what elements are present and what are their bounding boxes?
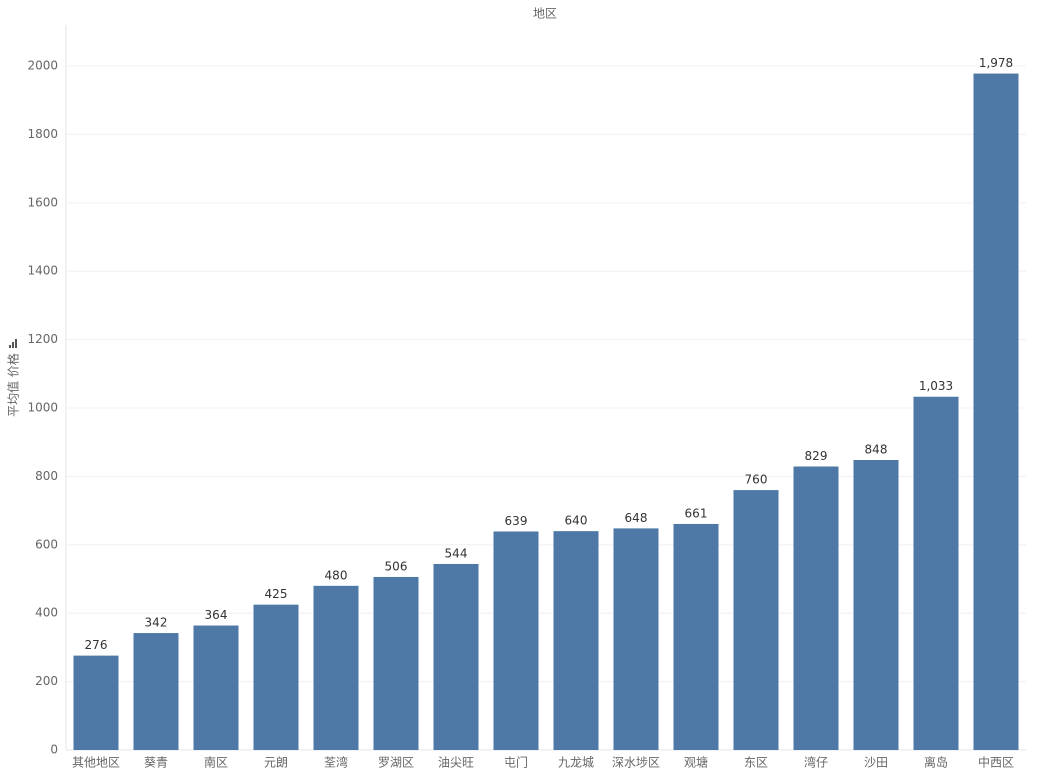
- value-label: 506: [385, 559, 408, 573]
- bar: [733, 490, 779, 750]
- x-tick-label: 罗湖区: [378, 755, 414, 770]
- x-tick-label: 屯门: [504, 755, 528, 770]
- value-label: 648: [625, 511, 648, 525]
- x-tick-label: 九龙城: [558, 756, 594, 770]
- bar: [433, 563, 479, 750]
- x-tick-label: 其他地区: [72, 756, 120, 770]
- value-label: 848: [865, 443, 888, 457]
- value-label: 342: [145, 616, 168, 630]
- bar: [793, 466, 839, 750]
- bar: [673, 523, 719, 750]
- bar: [613, 528, 659, 750]
- y-tick-label: 1000: [27, 401, 58, 415]
- bar: [493, 531, 539, 750]
- x-tick-label: 观塘: [684, 755, 708, 770]
- bar: [253, 604, 299, 750]
- value-label: 640: [565, 514, 588, 528]
- y-tick-label: 1600: [27, 195, 58, 209]
- bar: [73, 655, 119, 750]
- value-label: 639: [505, 514, 528, 528]
- y-axis-label: 平均值 价格: [6, 353, 21, 417]
- bar: [313, 585, 359, 750]
- x-tick-label: 沙田: [864, 756, 888, 770]
- bar: [853, 460, 899, 750]
- bar: [193, 625, 239, 750]
- y-tick-label: 1200: [27, 332, 58, 346]
- bar: [553, 531, 599, 750]
- value-label: 760: [745, 473, 768, 487]
- value-label: 1,978: [979, 56, 1013, 70]
- x-tick-label: 东区: [744, 756, 768, 770]
- x-tick-label: 荃湾: [324, 755, 348, 770]
- x-tick-label: 葵青: [144, 756, 168, 770]
- bar: [973, 73, 1019, 750]
- value-label: 276: [85, 638, 108, 652]
- value-label: 829: [805, 449, 828, 463]
- x-tick-label: 深水埗区: [612, 756, 660, 770]
- y-tick-label: 1400: [27, 264, 58, 278]
- value-label: 1,033: [919, 379, 953, 393]
- x-tick-label: 元朗: [264, 756, 288, 770]
- bar: [373, 576, 419, 750]
- x-tick-label: 湾仔: [804, 755, 828, 770]
- chart-title: 地区: [533, 7, 557, 21]
- bar: [913, 396, 959, 750]
- x-tick-label: 南区: [204, 755, 228, 770]
- y-tick-label: 0: [50, 743, 58, 757]
- bar: [133, 633, 179, 750]
- value-label: 425: [265, 587, 288, 601]
- y-tick-label: 400: [35, 606, 58, 620]
- y-tick-label: 800: [35, 469, 58, 483]
- value-label: 661: [685, 506, 708, 520]
- value-label: 544: [445, 546, 468, 560]
- y-tick-label: 2000: [27, 59, 58, 73]
- y-tick-label: 200: [35, 674, 58, 688]
- x-tick-label: 油尖旺: [438, 756, 474, 770]
- y-tick-label: 600: [35, 537, 58, 551]
- value-label: 480: [325, 568, 348, 582]
- axis-icon: [9, 339, 17, 348]
- x-tick-label: 离岛: [924, 755, 948, 770]
- y-tick-label: 1800: [27, 127, 58, 141]
- value-label: 364: [205, 608, 228, 622]
- x-tick-label: 中西区: [978, 755, 1014, 770]
